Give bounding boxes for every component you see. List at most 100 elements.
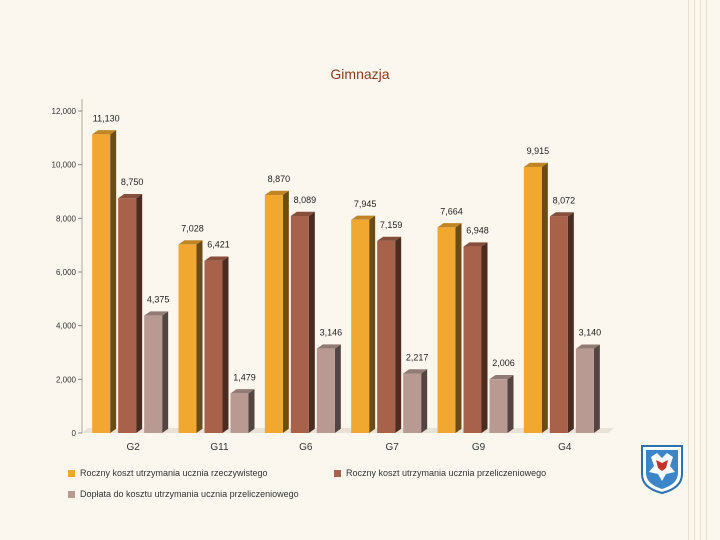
bar-top — [403, 369, 428, 374]
bar — [118, 198, 137, 433]
legend-item-1: Roczny koszt utrzymania ucznia rzeczywis… — [68, 468, 268, 478]
legend-label-2: Roczny koszt utrzymania ucznia przelicze… — [346, 468, 547, 478]
bar — [437, 227, 456, 433]
bar-side — [395, 236, 402, 433]
bar — [264, 194, 283, 433]
legend-label-3: Dopłata do kosztu utrzymania ucznia prze… — [80, 489, 299, 499]
bar-side — [481, 242, 488, 433]
bar-side — [282, 190, 289, 433]
bar-top — [118, 194, 143, 199]
y-tick-label: 8,000 — [56, 214, 77, 223]
legend-label-1: Roczny koszt utrzymania ucznia rzeczywis… — [80, 468, 268, 478]
x-tick-label: G4 — [558, 442, 572, 453]
data-label: 7,159 — [380, 220, 403, 230]
bar-side — [196, 240, 203, 433]
legend-swatch-3 — [68, 490, 75, 498]
bar-top — [575, 344, 600, 349]
bar-side — [110, 130, 117, 433]
y-tick-label: 4,000 — [56, 322, 77, 331]
data-label: 8,750 — [121, 177, 144, 187]
bar-side — [593, 344, 600, 433]
bar-top — [351, 215, 376, 220]
bar-side — [334, 344, 341, 433]
x-tick-label: G6 — [299, 442, 313, 453]
data-label: 9,915 — [527, 146, 550, 156]
data-label: 8,870 — [268, 174, 291, 184]
y-tick-label: 10,000 — [52, 161, 77, 170]
bar-top — [489, 374, 514, 380]
bar — [489, 379, 508, 433]
data-label: 6,421 — [207, 240, 230, 250]
bar — [377, 240, 396, 433]
bar-side — [248, 389, 255, 433]
bar-top — [92, 130, 117, 135]
data-label: 8,072 — [553, 195, 576, 205]
bar — [316, 348, 335, 433]
bar — [351, 219, 370, 433]
bar — [178, 244, 197, 433]
bar-top — [463, 242, 488, 247]
bar-side — [541, 162, 548, 433]
bar-top — [316, 344, 341, 349]
bar-top — [230, 389, 255, 394]
bar-top — [290, 211, 315, 216]
data-label: 11,130 — [93, 113, 120, 123]
bar — [549, 216, 568, 433]
data-label: 7,945 — [354, 199, 377, 209]
legend-swatch-2 — [334, 469, 341, 477]
bar-top — [549, 212, 574, 217]
bar-side — [136, 194, 143, 433]
bar-top — [523, 162, 548, 167]
bar-side — [308, 211, 315, 433]
bar-side — [222, 256, 229, 433]
y-tick-label: 2,000 — [56, 375, 77, 384]
x-tick-label: G9 — [472, 442, 486, 453]
bar-top — [264, 190, 289, 195]
bar-top — [178, 240, 203, 245]
bar — [523, 166, 542, 433]
bar — [463, 246, 482, 433]
bar-side — [162, 311, 169, 433]
data-label: 4,375 — [147, 295, 170, 305]
data-label: 7,028 — [181, 223, 204, 233]
bar-top — [437, 223, 462, 228]
bar — [144, 315, 163, 433]
bar — [204, 260, 223, 433]
decorative-line — [706, 0, 707, 540]
y-tick-label: 6,000 — [56, 268, 77, 277]
bar-top — [377, 236, 402, 241]
bar — [230, 393, 249, 433]
legend-item-3: Dopłata do kosztu utrzymania ucznia prze… — [68, 489, 299, 499]
bar-side — [421, 369, 428, 433]
data-label: 3,140 — [579, 328, 602, 338]
bar-side — [567, 212, 574, 433]
decorative-line — [700, 0, 701, 540]
bar — [92, 134, 111, 433]
decorative-line — [688, 0, 689, 540]
coat-of-arms-logo — [641, 445, 683, 494]
bar-top — [204, 256, 229, 261]
legend-item-2: Roczny koszt utrzymania ucznia przelicze… — [334, 468, 546, 478]
y-tick-label: 0 — [72, 429, 77, 438]
data-label: 1,479 — [233, 372, 256, 382]
data-label: 3,146 — [320, 328, 343, 338]
decorative-line — [694, 0, 695, 540]
bar — [403, 373, 422, 433]
data-label: 8,089 — [294, 195, 317, 205]
x-tick-label: G11 — [210, 442, 229, 453]
data-label: 6,948 — [466, 226, 489, 236]
x-tick-label: G7 — [385, 442, 399, 453]
x-tick-label: G2 — [126, 442, 140, 453]
bar — [575, 348, 594, 433]
bar-top — [144, 311, 169, 316]
data-label: 2,006 — [492, 358, 515, 368]
y-tick-label: 12,000 — [52, 107, 77, 116]
bar-side — [455, 223, 462, 433]
chart-title: Gimnazja — [330, 66, 390, 82]
bar-side — [507, 374, 514, 433]
legend-swatch-1 — [68, 469, 75, 477]
data-label: 2,217 — [406, 353, 429, 363]
bar — [290, 215, 309, 433]
bar-side — [369, 215, 376, 433]
